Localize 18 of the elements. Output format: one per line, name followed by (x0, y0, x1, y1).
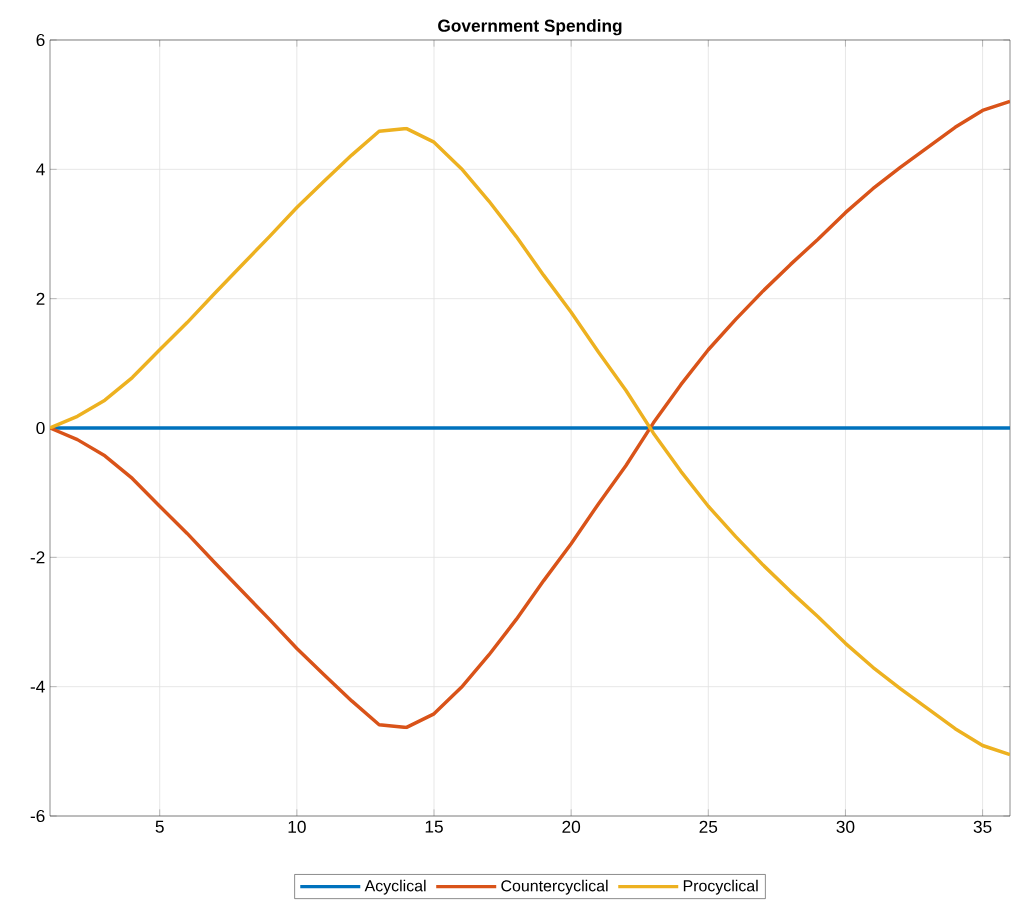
x-tick-label: 30 (836, 820, 855, 833)
y-tick-label: -4 (30, 680, 45, 693)
legend-label: Acyclical (364, 879, 426, 895)
x-tick-label: 15 (425, 820, 443, 833)
x-tick-label: 25 (699, 820, 718, 833)
y-tick-label: 0 (36, 421, 45, 435)
legend-label: Procyclical (683, 879, 758, 895)
x-tick-label: 35 (973, 820, 992, 833)
y-tick-label: 6 (36, 33, 45, 47)
x-tick-label: 20 (562, 820, 581, 833)
y-tick-label: -6 (30, 809, 45, 823)
y-tick-label: 2 (36, 292, 45, 305)
legend-label: Countercyclical (501, 879, 608, 895)
x-tick-label: 10 (288, 820, 306, 833)
y-tick-label: 4 (36, 163, 45, 176)
y-tick-label: -2 (30, 551, 45, 564)
chart-title: Government Spending (438, 19, 622, 36)
x-tick-label: 5 (155, 820, 164, 833)
